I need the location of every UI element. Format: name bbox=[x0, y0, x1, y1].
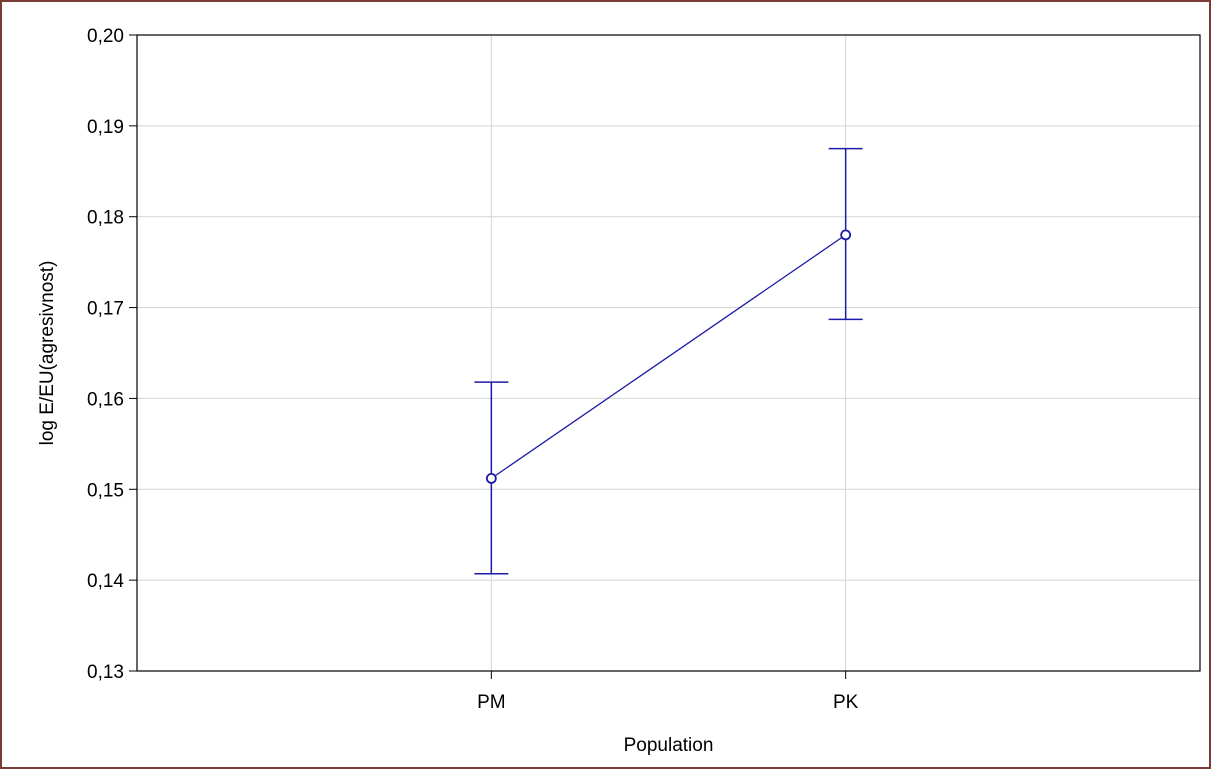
y-axis-title: log E/EU(agresivnost) bbox=[37, 261, 58, 446]
x-tick-label: PK bbox=[833, 692, 859, 713]
data-point bbox=[485, 472, 497, 484]
y-tick-label: 0,14 bbox=[87, 571, 124, 592]
y-tick-label: 0,13 bbox=[87, 662, 124, 683]
x-tick-label: PM bbox=[477, 692, 506, 713]
data-point bbox=[840, 229, 852, 241]
y-tick-label: 0,16 bbox=[87, 389, 124, 410]
gridlines bbox=[137, 35, 1200, 671]
plot-area bbox=[136, 34, 1201, 672]
y-tick-label: 0,20 bbox=[87, 26, 124, 47]
y-tick-label: 0,17 bbox=[87, 299, 124, 320]
series bbox=[474, 147, 863, 575]
y-axis: 0,20 0,19 0,18 0,17 0,16 0,15 0,14 0,13 bbox=[87, 26, 137, 683]
series-line bbox=[490, 234, 847, 479]
y-tick-label: 0,18 bbox=[87, 208, 124, 229]
x-axis-title: Population bbox=[624, 735, 714, 756]
y-tick-label: 0,19 bbox=[87, 117, 124, 138]
x-axis: PM PK bbox=[477, 671, 859, 713]
y-tick-label: 0,15 bbox=[87, 480, 124, 501]
